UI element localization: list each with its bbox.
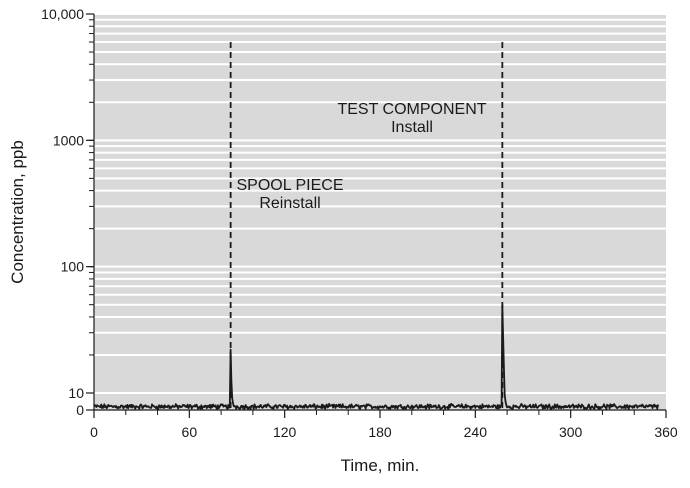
x-tick-label: 120: [273, 424, 297, 440]
y-axis: 010 100 1000 10,000: [41, 6, 95, 418]
x-tick-label: 360: [654, 424, 678, 440]
y-tick-label: 10: [68, 385, 84, 401]
event-label-subtitle: Install: [391, 119, 433, 136]
event-label-title: TEST COMPONENT: [337, 101, 486, 118]
x-axis: 0 60 120 180 240 300 360: [90, 409, 678, 440]
x-axis-title: Time, min.: [341, 456, 420, 475]
x-tick-label: 0: [90, 424, 98, 440]
y-tick-label: 1000: [53, 132, 84, 148]
event-label-title: SPOOL PIECE: [237, 177, 344, 194]
event-label-subtitle: Reinstall: [259, 195, 320, 212]
y-tick-label: 100: [61, 259, 85, 275]
x-tick-label: 300: [559, 424, 583, 440]
x-tick-label: 240: [464, 424, 488, 440]
x-tick-label: 60: [182, 424, 198, 440]
x-tick-label: 180: [368, 424, 392, 440]
y-tick-label: 0: [76, 402, 84, 418]
y-tick-label: 10,000: [41, 6, 84, 22]
series-line-concentration: [93, 303, 659, 411]
plot-area: [94, 14, 666, 410]
y-axis-title: Concentration, ppb: [8, 140, 27, 284]
grid-lines: [94, 13, 666, 394]
